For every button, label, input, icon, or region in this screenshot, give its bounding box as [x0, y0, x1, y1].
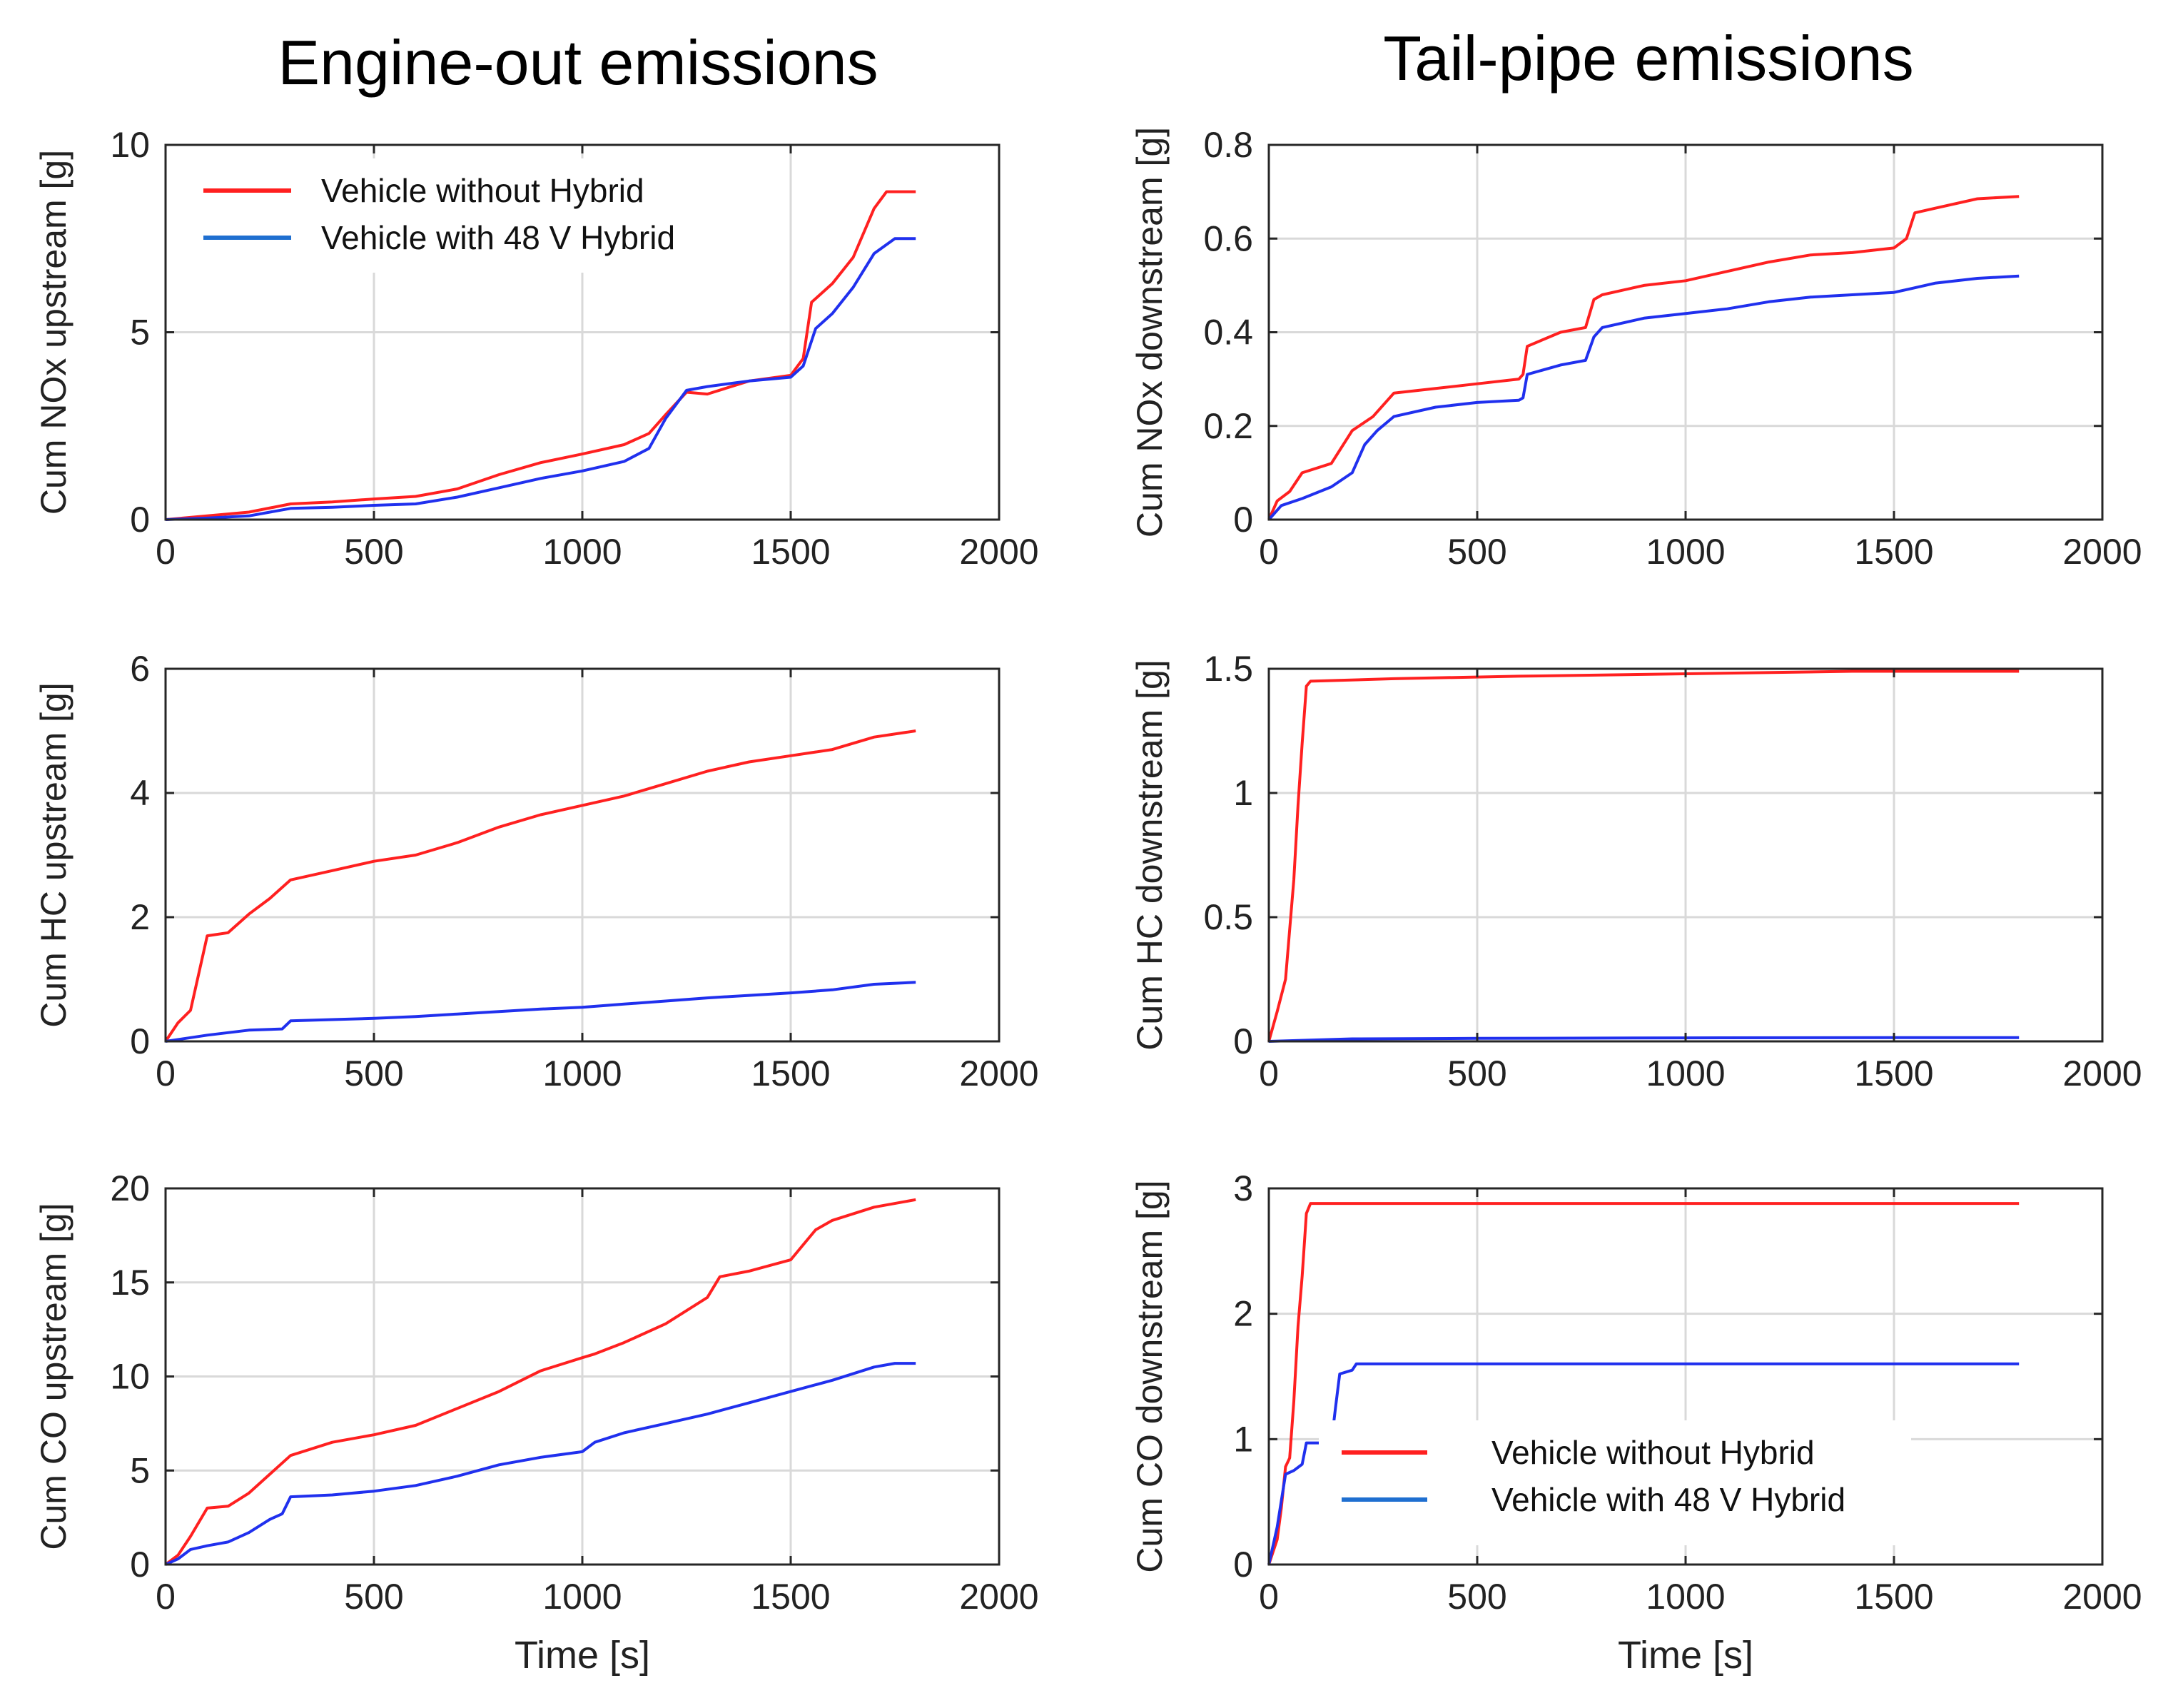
- y-axis-label: Cum HC downstream [g]: [1130, 660, 1170, 1050]
- series-line-without-hybrid: [164, 1198, 916, 1566]
- chart-panel-co-down: 0 500 1000 1500 2000 0 1 2 3 Cum CO downstream [g…: [1130, 1168, 2142, 1677]
- y-tick-label: 0: [1233, 1545, 1253, 1585]
- y-tick-label: 5: [130, 1450, 150, 1490]
- legend-box: [1319, 1420, 1911, 1545]
- y-tick-label: 0: [1233, 1021, 1253, 1061]
- x-tick-label: 0: [1259, 1053, 1279, 1093]
- x-tick-label: 1000: [1646, 532, 1725, 572]
- y-axis-label: Cum CO downstream [g]: [1130, 1180, 1170, 1572]
- column-title-tail-pipe: Tail-pipe emissions: [1383, 23, 1913, 94]
- x-tick-label: 1000: [542, 1577, 622, 1617]
- chart-panel-nox-down: 0 500 1000 1500 2000 0 0.2 0.4 0.6 0.8 Cum NOx dow…: [1130, 125, 2142, 572]
- y-axis-label: Cum NOx downstream [g]: [1130, 127, 1170, 537]
- y-tick-label: 0: [130, 1545, 150, 1585]
- legend: Vehicle without Hybrid Vehicle with 48 V …: [187, 158, 729, 273]
- x-tick-label: 2000: [2062, 532, 2142, 572]
- x-tick-label: 2000: [2062, 1053, 2142, 1093]
- x-tick-label: 500: [1447, 1053, 1506, 1093]
- chart-panel-co-up: 0 500 1000 1500 2000 0 5 10 15 20 Cum CO upstream …: [34, 1168, 1039, 1677]
- y-tick-label: 15: [110, 1263, 150, 1303]
- chart-panel-hc-down: 0 500 1000 1500 2000 0 0.5 1 1.5 Cum HC downstrea…: [1130, 649, 2142, 1093]
- legend: Vehicle without Hybrid Vehicle with 48 V …: [1319, 1420, 1911, 1545]
- series-line-without-hybrid: [1267, 195, 2020, 520]
- x-tick-label: 500: [344, 532, 403, 572]
- x-tick-label: 0: [1259, 532, 1279, 572]
- x-axis-label: Time [s]: [1618, 1634, 1753, 1677]
- y-tick-label: 0.8: [1203, 125, 1253, 165]
- y-tick-label: 0: [130, 1021, 150, 1061]
- y-tick-label: 4: [130, 773, 150, 813]
- y-tick-label: 10: [110, 125, 150, 165]
- legend-label-with-48v-hybrid: Vehicle with 48 V Hybrid: [321, 219, 675, 256]
- x-tick-label: 500: [344, 1053, 403, 1093]
- y-tick-label: 1: [1233, 1419, 1253, 1459]
- x-tick-label: 2000: [2062, 1577, 2142, 1617]
- series-line-with-48v-hybrid: [165, 1362, 916, 1566]
- y-tick-label: 2: [130, 897, 150, 937]
- x-tick-label: 2000: [959, 1053, 1038, 1093]
- y-tick-label: 0.6: [1203, 218, 1253, 258]
- y-tick-label: 6: [130, 649, 150, 689]
- y-tick-label: 5: [130, 313, 150, 353]
- y-tick-label: 0.4: [1203, 313, 1253, 353]
- x-tick-label: 1500: [1854, 1577, 1933, 1617]
- y-tick-label: 3: [1233, 1168, 1253, 1208]
- series-line-with-48v-hybrid: [165, 981, 916, 1043]
- x-tick-label: 1500: [751, 532, 830, 572]
- x-tick-label: 1500: [751, 1577, 830, 1617]
- x-axis-label: Time [s]: [515, 1634, 650, 1677]
- series-line-without-hybrid: [164, 729, 916, 1043]
- x-tick-label: 1000: [542, 532, 622, 572]
- x-tick-label: 500: [1447, 1577, 1506, 1617]
- y-tick-label: 1.5: [1203, 649, 1253, 689]
- column-title-engine-out: Engine-out emissions: [278, 27, 878, 98]
- x-tick-label: 500: [1447, 532, 1506, 572]
- x-tick-label: 1000: [1646, 1577, 1725, 1617]
- x-tick-label: 0: [1259, 1577, 1279, 1617]
- legend-label-with-48v-hybrid: Vehicle with 48 V Hybrid: [1491, 1481, 1845, 1518]
- x-tick-label: 0: [156, 532, 176, 572]
- y-axis-label: Cum NOx upstream [g]: [34, 150, 74, 515]
- y-axis-label: Cum HC upstream [g]: [34, 682, 74, 1027]
- y-tick-label: 0.5: [1203, 897, 1253, 937]
- x-tick-label: 0: [156, 1053, 176, 1093]
- y-tick-label: 10: [110, 1357, 150, 1397]
- x-tick-label: 1500: [1854, 532, 1933, 572]
- x-tick-label: 1500: [1854, 1053, 1933, 1093]
- x-tick-label: 0: [156, 1577, 176, 1617]
- y-tick-label: 2: [1233, 1294, 1253, 1334]
- legend-label-without-hybrid: Vehicle without Hybrid: [1491, 1434, 1815, 1471]
- x-tick-label: 2000: [959, 1577, 1038, 1617]
- series-line-with-48v-hybrid: [165, 237, 916, 521]
- series-line-without-hybrid: [165, 190, 916, 521]
- legend-box: [187, 158, 729, 273]
- legend-label-without-hybrid: Vehicle without Hybrid: [321, 172, 644, 209]
- series-line-with-48v-hybrid: [1267, 274, 2020, 521]
- x-tick-label: 500: [344, 1577, 403, 1617]
- x-tick-label: 1500: [751, 1053, 830, 1093]
- chart-panel-nox-up: 0 500 1000 1500 2000 0 5 10 Cum NOx upstream [g]…: [34, 125, 1039, 572]
- x-tick-label: 1000: [542, 1053, 622, 1093]
- y-tick-label: 20: [110, 1168, 150, 1208]
- y-axis-label: Cum CO upstream [g]: [34, 1203, 74, 1550]
- x-tick-label: 1000: [1646, 1053, 1725, 1093]
- chart-panel-hc-up: 0 500 1000 1500 2000 0 2 4 6 Cum HC upstream [g]: [34, 649, 1039, 1093]
- y-tick-label: 0: [130, 500, 150, 540]
- y-tick-label: 0: [1233, 500, 1253, 540]
- y-tick-label: 0.2: [1203, 406, 1253, 446]
- x-tick-label: 2000: [959, 532, 1038, 572]
- y-tick-label: 1: [1233, 773, 1253, 813]
